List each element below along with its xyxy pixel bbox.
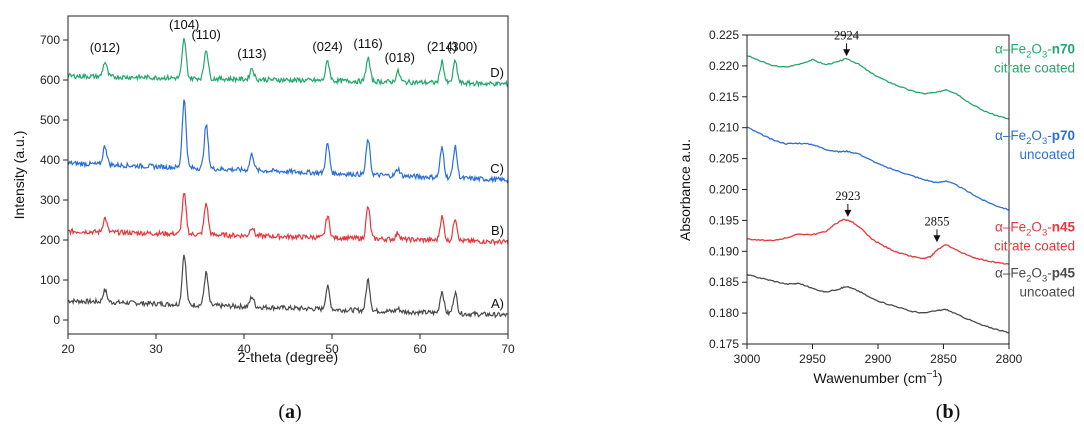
ftir-x-axis-title-end: ) (938, 370, 943, 386)
ftir-x-tick-label: 3000 (734, 352, 761, 366)
xrd-y-tick-label: 600 (40, 73, 60, 87)
xrd-curves (67, 38, 509, 319)
ftir-y-ticks: 0.175 0.180 0.185 0.190 0.195 0.200 0.205 0.210… (709, 28, 747, 351)
ftir-peak-arrow-head (843, 49, 851, 57)
xrd-y-tick-label: 300 (40, 193, 60, 207)
xrd-hkl-label: (300) (447, 39, 477, 54)
ftir-x-axis-title: Wawenumber (cm−1) (813, 369, 942, 386)
xrd-series-line (67, 254, 509, 319)
ftir-legend-coating: uncoated (1019, 147, 1075, 162)
xrd-x-axis-title: 2-theta (degree) (238, 349, 338, 365)
xrd-hkl-label: (104) (169, 17, 199, 32)
ftir-x-tick-label: 2800 (996, 352, 1023, 366)
xrd-x-tick-label: 50 (325, 342, 339, 356)
xrd-x-tick-label: 30 (149, 342, 163, 356)
ftir-legend-coating: citrate coated (994, 61, 1075, 76)
xrd-hkl-label: (116) (353, 36, 382, 51)
panel-label-a-letter: a (285, 401, 295, 423)
xrd-series-line (67, 99, 509, 184)
xrd-x-tick-label: 60 (413, 342, 427, 356)
xrd-curve-label: C) (490, 161, 504, 176)
ftir-peak-arrow-head (933, 235, 941, 243)
ftir-x-ticks: 3000 2950 2900 2850 2800 (734, 344, 1023, 366)
ftir-peak-arrow-head (844, 209, 852, 217)
xrd-curve-label: A) (491, 296, 504, 311)
xrd-hkl-label: (214) (427, 39, 457, 54)
ftir-legend-coating: uncoated (1019, 284, 1075, 299)
xrd-hkl-label: (012) (90, 40, 120, 55)
ftir-series-line (746, 55, 1010, 120)
ftir-peak-label: 2924 (834, 28, 860, 42)
ftir-legend-sample: α–Fe2O3-p45 (995, 265, 1075, 284)
ftir-y-tick-label: 0.180 (709, 306, 739, 320)
ftir-series-line (746, 218, 1010, 265)
ftir-peak-annotations: 2924 2923 2855 (834, 28, 949, 243)
xrd-chart-panel: 20 30 40 50 60 70 0 100 200 300 400 500 600 700 (012… (11, 15, 515, 423)
xrd-y-tick-label: 400 (40, 153, 60, 167)
xrd-y-tick-label: 100 (40, 273, 60, 287)
panel-label-b: (b) (936, 401, 960, 423)
xrd-y-axis-title: Intensity (a.u.) (11, 131, 27, 220)
xrd-x-ticks: 20 30 40 50 60 70 (61, 334, 515, 356)
ftir-series-line (746, 126, 1010, 211)
ftir-x-tick-label: 2850 (930, 352, 957, 366)
ftir-x-axis-title-sup: −1 (926, 369, 938, 380)
xrd-curve-labels: A) B) C) D) (490, 65, 504, 311)
panel-label-b-letter: b (942, 401, 953, 423)
ftir-y-tick-label: 0.210 (709, 121, 739, 135)
xrd-x-tick-label: 70 (501, 342, 515, 356)
ftir-series-line (746, 273, 1010, 334)
xrd-hkl-label: (018) (385, 50, 415, 65)
ftir-plot-frame (746, 34, 1010, 345)
ftir-peak-label: 2855 (924, 214, 949, 228)
panel-label-a: (a) (278, 401, 301, 423)
ftir-x-tick-label: 2900 (865, 352, 892, 366)
ftir-y-tick-label: 0.200 (709, 183, 739, 197)
ftir-y-axis-title: Absorbance a.u. (677, 139, 693, 241)
xrd-y-ticks: 0 100 200 300 400 500 600 700 (40, 33, 68, 327)
xrd-series-line (67, 38, 509, 88)
xrd-x-tick-label: 40 (237, 342, 251, 356)
ftir-y-tick-label: 0.185 (709, 275, 739, 289)
xrd-hkl-label: (024) (312, 39, 342, 54)
ftir-legend-coating: citrate coated (994, 239, 1075, 254)
xrd-x-tick-label: 20 (61, 342, 75, 356)
xrd-y-tick-label: 700 (40, 33, 60, 47)
ftir-legend-sample: α–Fe2O3-p70 (995, 128, 1075, 147)
ftir-legend-sample: α–Fe2O3-n70 (995, 42, 1075, 61)
ftir-y-tick-label: 0.215 (709, 90, 739, 104)
ftir-y-tick-label: 0.225 (709, 28, 739, 42)
ftir-y-tick-label: 0.205 (709, 152, 739, 166)
xrd-plot-frame (67, 15, 509, 335)
ftir-y-tick-label: 0.175 (709, 337, 739, 351)
ftir-y-tick-label: 0.195 (709, 213, 739, 227)
ftir-curves (746, 55, 1010, 334)
xrd-y-tick-label: 500 (40, 113, 60, 127)
ftir-y-tick-label: 0.220 (709, 59, 739, 73)
xrd-hkl-labels: (012) (104)(110) (113) (024) (116)(018) (214)… (90, 17, 478, 65)
xrd-hkl-label: (110) (191, 27, 220, 42)
xrd-y-tick-label: 200 (40, 233, 60, 247)
ftir-peak-label: 2923 (835, 189, 860, 203)
xrd-y-tick-label: 0 (53, 313, 60, 327)
xrd-hkl-label: (113) (237, 46, 266, 61)
ftir-chart-panel: 3000 2950 2900 2850 2800 0.175 0.180 0.185 0.19… (677, 28, 1075, 423)
xrd-series-line (67, 192, 509, 247)
ftir-legend-sample: α–Fe2O3-n45 (995, 220, 1075, 239)
xrd-curve-label: D) (490, 65, 504, 80)
xrd-curve-label: B) (491, 223, 504, 238)
ftir-x-axis-title-main: Wawenumber (cm (813, 370, 926, 386)
ftir-x-tick-label: 2950 (799, 352, 826, 366)
ftir-y-tick-label: 0.190 (709, 244, 739, 258)
